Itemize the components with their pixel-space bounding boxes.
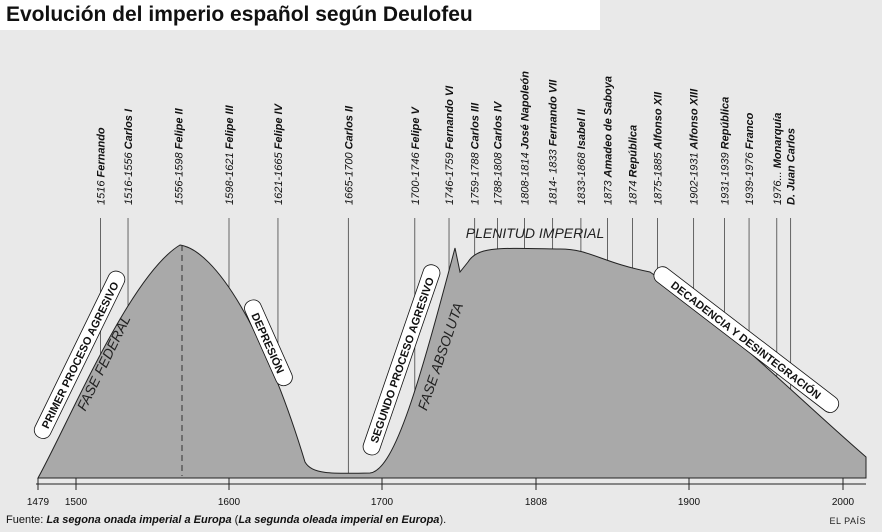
reign-label: 1759-1788 Carlos III — [470, 102, 482, 205]
reign-years: 1873 — [603, 177, 615, 205]
page-title: Evolución del imperio español según Deul… — [6, 3, 473, 26]
reign-years: 1759-1788 — [470, 149, 482, 205]
reign-name: Felipe III — [224, 104, 236, 149]
reign-label: 1700-1746 Felipe V — [410, 105, 422, 205]
reign-years: 1875-1885 — [652, 149, 664, 205]
reign-label: 1556-1598 Felipe II — [174, 107, 186, 205]
reign-label: 1976... Monarquía — [772, 113, 784, 205]
footer-source-spanish: La segunda oleada imperial en Europa — [238, 514, 440, 526]
reign-years: 1516-1556 — [123, 149, 135, 205]
reign-years: 1621-1665 — [273, 149, 285, 205]
footer-source-catalan: La segona onada imperial a Europa — [46, 514, 232, 526]
reign-name: Alfonso XIII — [689, 88, 701, 150]
reign-years: 1556-1598 — [174, 149, 186, 205]
reign-name: José Napoleón — [520, 71, 532, 150]
reign-labels: 1516 Fernando 1516-1556 Carlos I 1556-1598… — [95, 71, 797, 205]
axis-tick-label: 1808 — [525, 497, 548, 508]
reign-years: 1814- 1833 — [548, 146, 560, 205]
reign-name: Franco — [744, 112, 756, 149]
reign-years: 1746-1759 — [444, 149, 456, 205]
reign-years: 1788-1808 — [493, 149, 505, 205]
reign-years: 1931-1939 — [719, 149, 731, 205]
reign-name: Monarquía — [772, 113, 784, 169]
time-axis-ticks: 1479 1500 1600 1700 1808 1900 2000 — [27, 478, 855, 508]
reign-label: 1788-1808 Carlos IV — [493, 100, 505, 205]
reign-name: Carlos IV — [493, 100, 505, 149]
reign-years: 1939-1976 — [744, 149, 756, 205]
phase-label: PLENITUD IMPERIAL — [466, 225, 604, 241]
reign-name: Carlos III — [470, 102, 482, 149]
reign-label: D. Juan Carlos — [786, 128, 798, 205]
reign-label: 1746-1759 Fernando VI — [444, 85, 456, 205]
reign-label: 1902-1931 Alfonso XIII — [689, 88, 701, 205]
reign-name: Felipe IV — [273, 102, 285, 149]
reign-years: 1874 — [627, 177, 639, 205]
reign-name: Fernando VI — [444, 85, 456, 150]
reign-name: Fernando — [95, 127, 107, 177]
reign-years: 1808-1814 — [520, 149, 532, 205]
reign-name: Isabel II — [576, 108, 588, 149]
footer-close-paren: ). — [439, 514, 447, 526]
reign-name: República — [719, 97, 731, 150]
publisher-credit: EL PAÍS — [829, 516, 866, 526]
reign-label: 1873 Amadeo de Saboya — [603, 76, 615, 205]
axis-tick-label: 1700 — [371, 497, 394, 508]
footer-open-paren: ( — [231, 514, 239, 526]
reign-years: 1976... — [772, 168, 784, 205]
reign-label: 1598-1621 Felipe III — [224, 104, 236, 205]
reign-name: Alfonso XII — [652, 91, 664, 150]
reign-years: 1598-1621 — [224, 149, 236, 205]
reign-label: 1833-1868 Isabel II — [576, 108, 588, 205]
reign-name: Fernando VII — [548, 79, 560, 147]
phase-plenitud-imperial: PLENITUD IMPERIAL — [466, 225, 604, 241]
axis-tick-label: 1500 — [65, 497, 88, 508]
reign-label: 1939-1976 Franco — [744, 112, 756, 205]
reign-label: 1875-1885 Alfonso XII — [652, 91, 664, 205]
reign-label: 1808-1814 José Napoleón — [520, 71, 532, 205]
reign-name: Felipe II — [174, 107, 186, 149]
empire-curve-area — [37, 244, 867, 479]
reign-years: 1902-1931 — [689, 149, 701, 205]
reign-years: 1833-1868 — [576, 149, 588, 205]
title-band — [0, 0, 600, 30]
reign-label: 1665-1700 Carlos II — [343, 105, 355, 205]
reign-label: 1931-1939 República — [719, 97, 731, 205]
footer-prefix: Fuente: — [6, 514, 47, 526]
source-footer: Fuente: La segona onada imperial a Europ… — [6, 514, 446, 526]
reign-years: 1516 — [95, 177, 107, 205]
axis-tick-label: 1900 — [678, 497, 701, 508]
reign-name: Amadeo de Saboya — [603, 76, 615, 178]
reign-name: Carlos I — [123, 108, 135, 149]
reign-name: D. Juan Carlos — [786, 128, 798, 205]
reign-name: Carlos II — [343, 105, 355, 149]
reign-label: 1874 República — [627, 125, 639, 205]
axis-tick-label: 2000 — [832, 497, 855, 508]
reign-years: 1700-1746 — [410, 149, 422, 205]
reign-years: 1665-1700 — [343, 149, 355, 205]
reign-label: 1621-1665 Felipe IV — [273, 102, 285, 205]
reign-label: 1516 Fernando — [95, 127, 107, 205]
reign-name: Felipe V — [410, 105, 422, 149]
axis-tick-label: 1600 — [218, 497, 241, 508]
axis-tick-label: 1479 — [27, 497, 50, 508]
reign-name: República — [627, 125, 639, 178]
reign-label: 1814- 1833 Fernando VII — [548, 79, 560, 205]
reign-label: 1516-1556 Carlos I — [123, 108, 135, 205]
